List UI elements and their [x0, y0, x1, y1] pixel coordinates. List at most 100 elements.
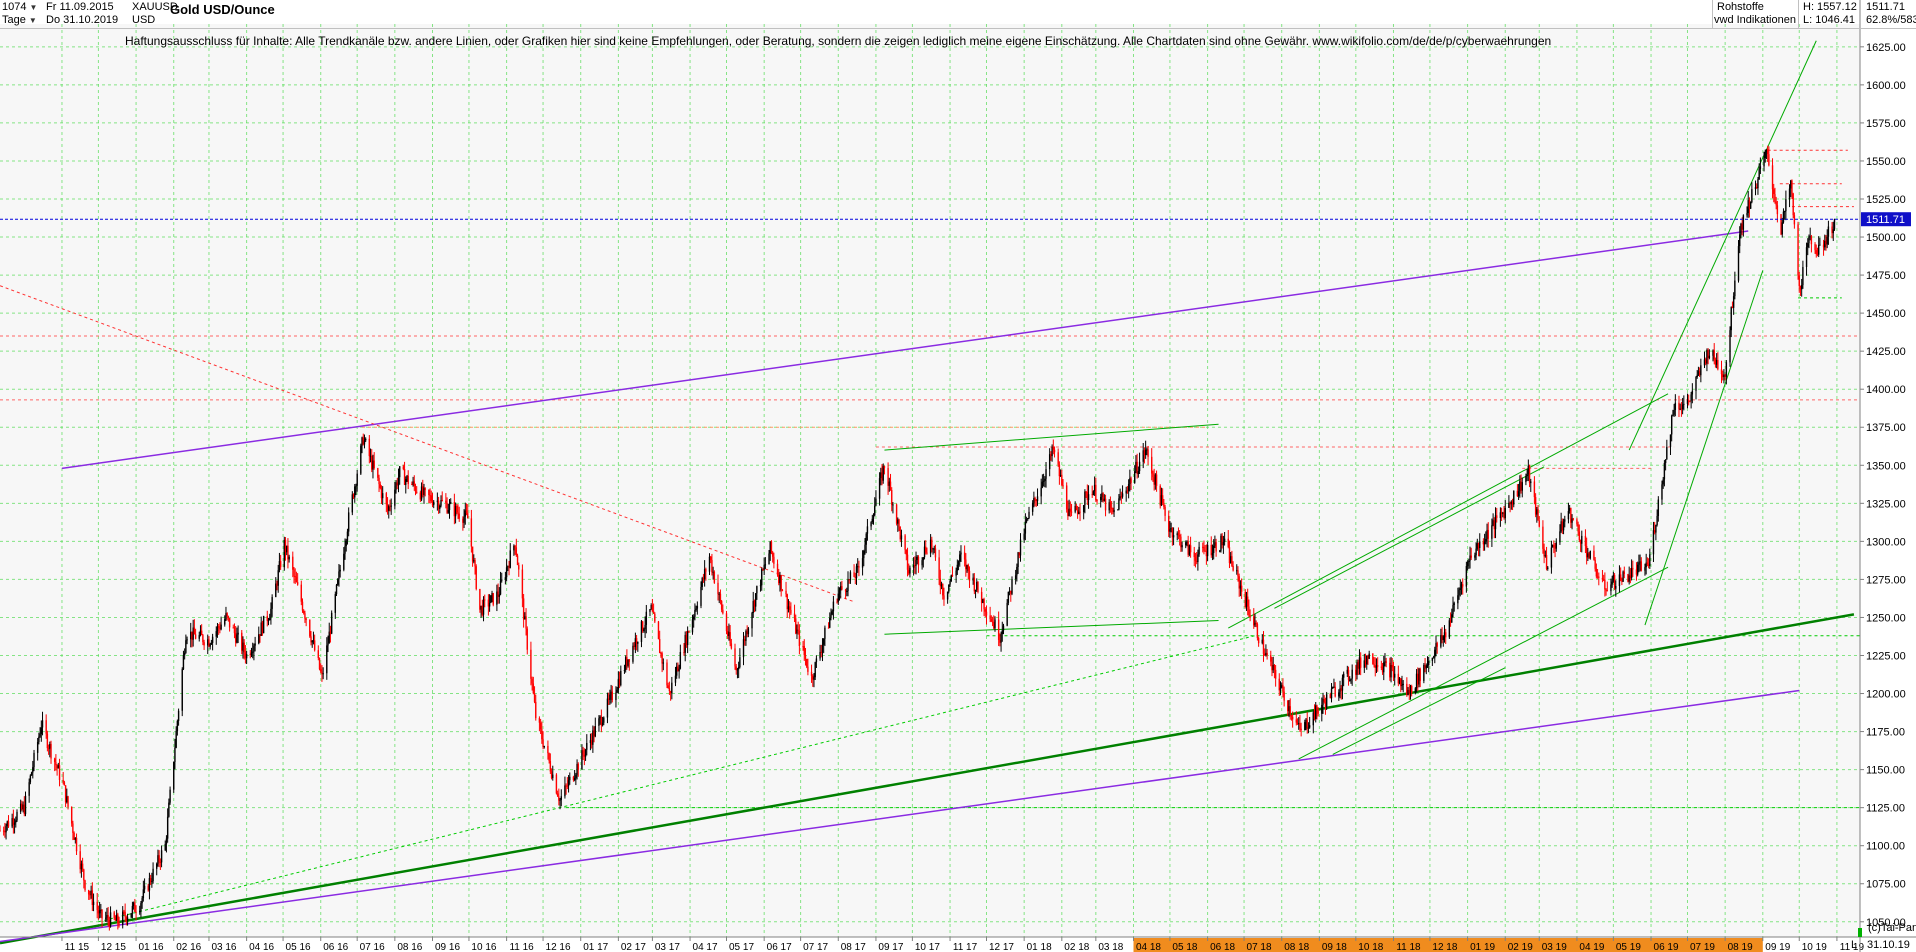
- candle-body: [132, 902, 135, 906]
- candle-body: [220, 624, 222, 630]
- candle-body: [957, 561, 960, 565]
- candle-body: [1656, 516, 1658, 525]
- candle-body: [436, 500, 439, 502]
- x-tick-label: 05 18: [1172, 942, 1197, 952]
- scale-mode[interactable]: L: [1851, 939, 1858, 951]
- x-tick-label: 01 19: [1470, 942, 1495, 952]
- candle-body: [1389, 662, 1391, 678]
- candle-body: [245, 654, 248, 659]
- grid: [0, 24, 1860, 937]
- candle-body: [11, 818, 13, 827]
- candle-body: [871, 518, 873, 523]
- candle-body: [1723, 375, 1725, 378]
- candle-body: [1298, 723, 1300, 725]
- candle-body: [1109, 502, 1112, 508]
- candle-body: [1627, 574, 1629, 582]
- candle-body: [1340, 688, 1342, 691]
- candle-body: [1185, 542, 1187, 546]
- candle-body: [1441, 635, 1443, 641]
- candle-body: [104, 917, 107, 919]
- candle-body: [861, 558, 864, 568]
- candle-body: [1295, 719, 1297, 723]
- candle-body: [135, 911, 137, 913]
- candle-body: [773, 556, 775, 564]
- candle-body: [356, 473, 358, 486]
- candle-body: [1434, 649, 1436, 658]
- candle-body: [1406, 683, 1408, 695]
- candle-body: [74, 837, 77, 840]
- candle-body: [147, 885, 149, 891]
- candle-body: [309, 619, 311, 637]
- candle-body: [1468, 560, 1470, 563]
- candle-body: [600, 716, 603, 726]
- candle-body: [812, 675, 814, 680]
- timeframe-selector[interactable]: Tage ▼: [2, 14, 37, 27]
- candle-body: [237, 632, 239, 635]
- candle-body: [351, 494, 354, 513]
- candle-body: [1503, 512, 1505, 519]
- candle-body: [464, 510, 467, 517]
- candle-body: [456, 506, 458, 513]
- candle-body: [1807, 243, 1809, 248]
- candle-body: [1229, 556, 1232, 564]
- candle-body: [287, 545, 289, 560]
- candle-body: [1407, 690, 1409, 695]
- candle-body: [176, 720, 179, 732]
- candle-body: [496, 591, 498, 605]
- candle-body: [1487, 529, 1489, 539]
- candle-body: [640, 621, 643, 642]
- candle-body: [1187, 541, 1189, 555]
- candle-body: [780, 575, 782, 590]
- candle-body: [296, 582, 299, 585]
- candle-body: [696, 605, 699, 609]
- candle-body: [1304, 722, 1306, 731]
- candle-body: [1096, 500, 1098, 502]
- candle-body: [1706, 350, 1708, 364]
- candle-body: [1159, 485, 1161, 506]
- candle-body: [1815, 250, 1817, 255]
- candle-body: [1210, 544, 1212, 556]
- candle-body: [1647, 564, 1650, 566]
- candle-body: [626, 657, 628, 666]
- candle-body: [1732, 296, 1735, 308]
- candle-body: [1087, 494, 1090, 501]
- candle-body: [277, 570, 279, 586]
- candle-body: [1457, 595, 1459, 604]
- candle-body: [1460, 584, 1463, 589]
- candle-body: [819, 651, 821, 659]
- candle-body: [481, 605, 484, 615]
- candle-body: [1449, 620, 1452, 623]
- candle-body: [1605, 589, 1607, 591]
- candle-body: [207, 639, 209, 646]
- candle-body: [1239, 585, 1242, 589]
- bar-count-selector[interactable]: 1074 ▼: [2, 1, 37, 14]
- candle-body: [645, 611, 648, 625]
- candle-body: [1339, 688, 1341, 693]
- y-tick-label: 1100.00: [1866, 841, 1905, 853]
- candle-body: [1027, 518, 1029, 520]
- candle-body: [1398, 678, 1401, 684]
- candle-body: [227, 616, 230, 619]
- candle-body: [1296, 722, 1299, 725]
- candle-body: [824, 627, 826, 639]
- copyright: (c)Tai-Pan: [1868, 922, 1916, 934]
- candle-body: [1725, 362, 1728, 377]
- candle-body: [560, 796, 562, 800]
- candle-body: [1040, 487, 1042, 497]
- candle-body: [1035, 499, 1038, 502]
- x-tick-label: 07 19: [1690, 942, 1715, 952]
- candle-body: [658, 639, 661, 654]
- candle-body: [228, 618, 231, 628]
- candle-body: [1757, 179, 1759, 189]
- candle-body: [1194, 557, 1197, 561]
- candle-body: [395, 482, 397, 490]
- candle-body: [53, 758, 56, 763]
- candle-body: [1639, 561, 1641, 563]
- candle-body: [990, 619, 993, 622]
- candle-body: [1198, 546, 1200, 555]
- candle-body: [1764, 151, 1766, 159]
- candle-body: [1587, 553, 1589, 558]
- candle-body: [805, 658, 808, 667]
- candle-body: [1824, 240, 1826, 248]
- candle-body: [114, 918, 117, 921]
